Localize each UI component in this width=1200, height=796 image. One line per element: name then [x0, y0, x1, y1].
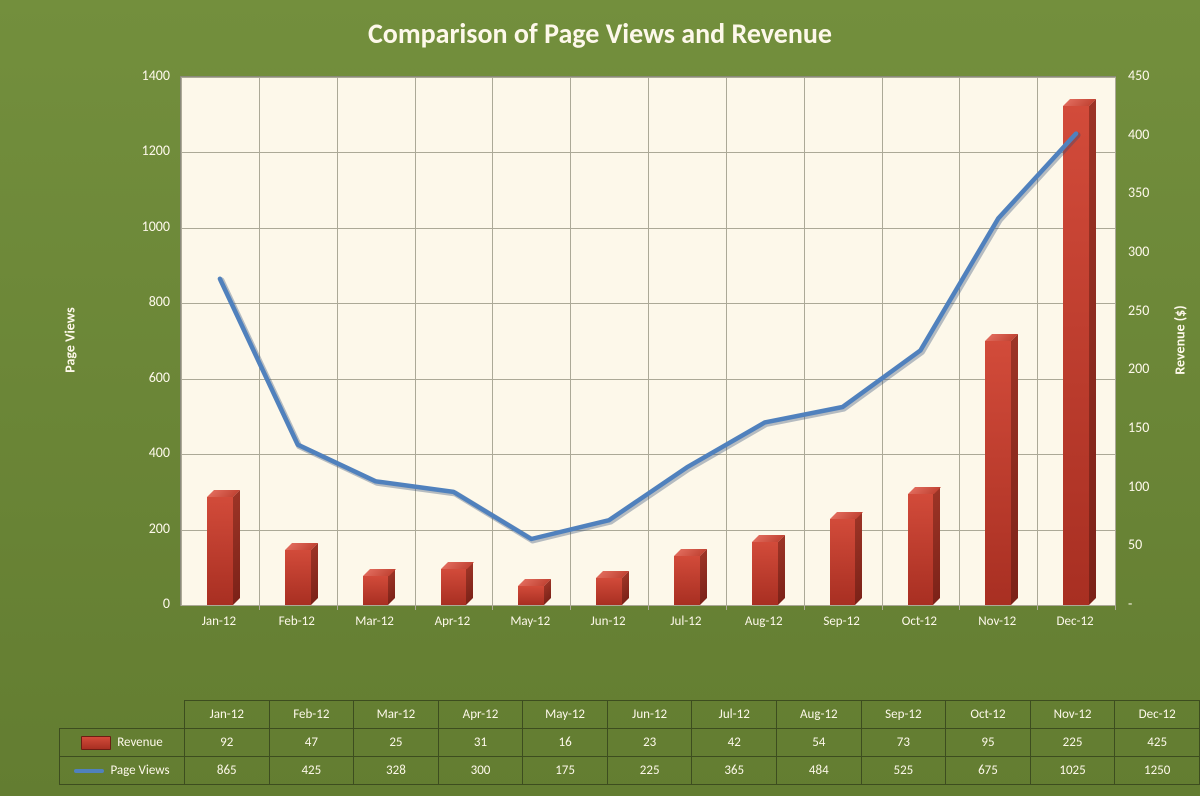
- table-cell: 225: [1030, 729, 1115, 757]
- table-cell: 300: [438, 757, 523, 785]
- table-header-cell: May-12: [523, 701, 608, 729]
- left-tick-label: 200: [149, 520, 170, 537]
- plot-area: [180, 76, 1116, 606]
- x-tick-label: Aug-12: [729, 614, 799, 629]
- table-cell: 1025: [1030, 757, 1115, 785]
- table-header-cell: Nov-12: [1030, 701, 1115, 729]
- data-table: Jan-12Feb-12Mar-12Apr-12May-12Jun-12Jul-…: [59, 700, 1200, 785]
- table-cell: 328: [354, 757, 439, 785]
- table-header-cell: Sep-12: [861, 701, 946, 729]
- x-tick-label: Apr-12: [417, 614, 487, 629]
- chart-frame: Comparison of Page Views and Revenue Pag…: [0, 0, 1200, 796]
- x-tick-label: Sep-12: [807, 614, 877, 629]
- right-tick-label: 350: [1128, 184, 1149, 201]
- table-cell: 425: [269, 757, 354, 785]
- legend-bar-icon: [81, 736, 111, 750]
- x-tick-label: Jul-12: [651, 614, 721, 629]
- table-header-cell: Dec-12: [1115, 701, 1200, 729]
- table-corner-cell: [60, 701, 185, 729]
- table-cell: 47: [269, 729, 354, 757]
- table-header-row: Jan-12Feb-12Mar-12Apr-12May-12Jun-12Jul-…: [60, 701, 1200, 729]
- table-cell: 23: [607, 729, 692, 757]
- chart-title: Comparison of Page Views and Revenue: [0, 16, 1200, 51]
- x-tick-label: Dec-12: [1040, 614, 1110, 629]
- table-cell: 16: [523, 729, 608, 757]
- table-row: Page Views 865425328300175225365484525675…: [60, 757, 1200, 785]
- x-tick-label: Oct-12: [884, 614, 954, 629]
- table-cell: 54: [777, 729, 862, 757]
- left-tick-label: 1400: [142, 67, 170, 84]
- table-header-cell: Feb-12: [269, 701, 354, 729]
- left-tick-label: 400: [149, 444, 170, 461]
- table-legend-cell: Page Views: [60, 757, 185, 785]
- x-tick-label: Feb-12: [262, 614, 332, 629]
- table-header-cell: Jun-12: [607, 701, 692, 729]
- table-cell: 675: [946, 757, 1031, 785]
- x-tick-label: Jan-12: [184, 614, 254, 629]
- line-page-views: [181, 77, 1115, 605]
- table-header-cell: Jan-12: [184, 701, 269, 729]
- table-cell: 225: [607, 757, 692, 785]
- right-tick-label: 250: [1128, 302, 1149, 319]
- table-header-cell: Jul-12: [692, 701, 777, 729]
- table-cell: 525: [861, 757, 946, 785]
- left-tick-label: 1000: [142, 218, 170, 235]
- table-cell: 25: [354, 729, 439, 757]
- left-axis-label: Page Views: [62, 307, 79, 372]
- right-tick-label: 300: [1128, 243, 1149, 260]
- table-cell: 73: [861, 729, 946, 757]
- table-header-cell: Aug-12: [777, 701, 862, 729]
- left-tick-label: 0: [163, 595, 170, 612]
- table-row: Revenue 92472531162342547395225425: [60, 729, 1200, 757]
- table-cell: 1250: [1115, 757, 1200, 785]
- right-tick-label: 200: [1128, 360, 1149, 377]
- table-cell: 42: [692, 729, 777, 757]
- right-tick-label: 400: [1128, 126, 1149, 143]
- right-tick-label: 450: [1128, 67, 1149, 84]
- x-tick-label: May-12: [495, 614, 565, 629]
- right-tick-label: 50: [1128, 536, 1142, 553]
- table-cell: 484: [777, 757, 862, 785]
- table-cell: 175: [523, 757, 608, 785]
- left-tick-label: 800: [149, 293, 170, 310]
- x-tick-label: Jun-12: [573, 614, 643, 629]
- table-cell: 95: [946, 729, 1031, 757]
- legend-label: Revenue: [117, 735, 163, 750]
- right-axis-label: Revenue ($): [1172, 305, 1189, 374]
- table-cell: 425: [1115, 729, 1200, 757]
- table-cell: 365: [692, 757, 777, 785]
- gridline-v: [1115, 77, 1116, 605]
- x-tick-label: Mar-12: [340, 614, 410, 629]
- table-cell: 31: [438, 729, 523, 757]
- table-header-cell: Apr-12: [438, 701, 523, 729]
- x-tick-label: Nov-12: [962, 614, 1032, 629]
- right-tick-label: -: [1128, 595, 1132, 612]
- right-tick-label: 150: [1128, 419, 1149, 436]
- left-tick-label: 600: [149, 369, 170, 386]
- legend-line-icon: [74, 769, 104, 773]
- left-tick-label: 1200: [142, 142, 170, 159]
- table-header-cell: Oct-12: [946, 701, 1031, 729]
- table-legend-cell: Revenue: [60, 729, 185, 757]
- legend-label: Page Views: [110, 763, 169, 778]
- table-cell: 92: [184, 729, 269, 757]
- right-tick-label: 100: [1128, 478, 1149, 495]
- table-header-cell: Mar-12: [354, 701, 439, 729]
- table-cell: 865: [184, 757, 269, 785]
